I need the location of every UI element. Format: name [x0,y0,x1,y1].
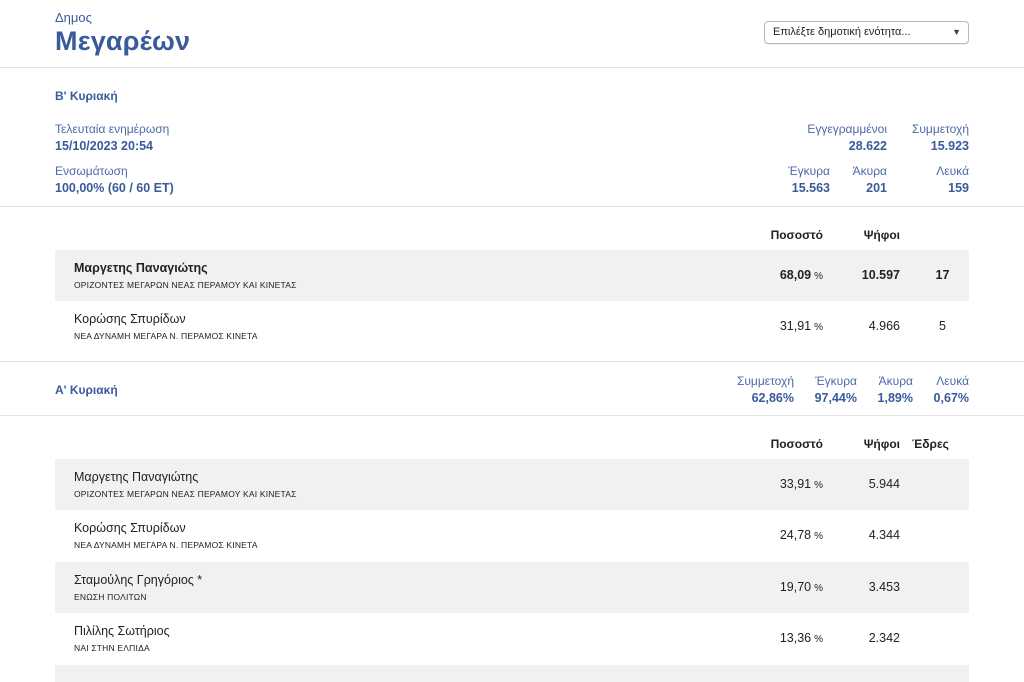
divider [0,206,1024,207]
round-a-turnout-label: Συμμετοχή [736,374,794,388]
round-a-col-percent: Ποσοστό [770,437,823,451]
round-a-invalid-value: 1,89% [877,391,913,405]
registered-label: Εγγεγραμμένοι [807,122,887,136]
round-a-blank-label: Λευκά [936,374,969,388]
candidate-percent: 19,70% [779,580,823,594]
candidate-percent: 13,36% [779,631,823,645]
candidate-votes: 4.966 [868,319,900,333]
candidate-party: ΝΑΙ ΣΤΗΝ ΕΛΠΙΔΑ [74,643,150,653]
table-row: Μαργετης Παναγιώτης ΟΡΙΖΟΝΤΕΣ ΜΕΓΑΡΩΝ ΝΕ… [55,459,969,510]
table-row: Σταμούλης Γρηγόριος * ΕΝΩΣΗ ΠΟΛΙΤΩΝ 19,7… [55,562,969,613]
candidate-party: ΕΝΩΣΗ ΠΟΛΙΤΩΝ [74,592,147,602]
candidate-party: ΝΕΑ ΔΥΝΑΜΗ ΜΕΓΑΡΑ Ν. ΠΕΡΑΜΟΣ ΚΙΝΕΤΑ [74,331,258,341]
turnout-value: 15.923 [930,139,969,153]
candidate-seats: 5 [939,319,946,333]
round-a-invalid-label: Άκυρα [878,374,913,388]
round-a-turnout-value: 62,86% [751,391,794,405]
table-row: Πιλίλης Σωτήριος ΝΑΙ ΣΤΗΝ ΕΛΠΙΔΑ 13,36% … [55,613,969,664]
divider [0,415,1024,416]
candidate-votes: 2.342 [868,631,900,645]
candidate-votes: 3.453 [868,580,900,594]
integration-label: Ενσωμάτωση [55,164,128,178]
table-row [55,665,969,682]
unit-select-value: Επιλέξτε δημοτική ενότητα... [773,26,911,38]
round-a-col-votes: Ψήφοι [863,437,900,451]
candidate-name: Κορώσης Σπυρίδων [74,312,186,326]
candidate-votes: 5.944 [868,477,900,491]
candidate-percent: 31,91% [779,319,823,333]
municipality-name-title: Μεγαρέων [55,26,191,56]
table-row: Μαργετης Παναγιώτης ΟΡΙΖΟΝΤΕΣ ΜΕΓΑΡΩΝ ΝΕ… [55,250,969,301]
table-row: Κορώσης Σπυρίδων ΝΕΑ ΔΥΝΑΜΗ ΜΕΓΑΡΑ Ν. ΠΕ… [55,510,969,561]
candidate-percent: 68,09% [779,268,823,282]
round-a-valid-label: Έγκυρα [815,374,857,388]
candidate-party: ΟΡΙΖΟΝΤΕΣ ΜΕΓΑΡΩΝ ΝΕΑΣ ΠΕΡΑΜΟΥ ΚΑΙ ΚΙΝΕΤ… [74,489,297,499]
invalid-value: 201 [866,181,887,195]
integration-value: 100,00% (60 / 60 ΕΤ) [55,181,174,195]
candidate-name: Σταμούλης Γρηγόριος * [74,573,203,587]
blank-value: 159 [948,181,969,195]
candidate-percent: 24,78% [779,528,823,542]
candidate-party: ΝΕΑ ΔΥΝΑΜΗ ΜΕΓΑΡΑ Ν. ΠΕΡΑΜΟΣ ΚΙΝΕΤΑ [74,540,258,550]
divider [0,67,1024,68]
last-update-value: 15/10/2023 20:54 [55,139,154,153]
candidate-name: Μαργετης Παναγιώτης [74,470,199,484]
candidate-percent: 33,91% [779,477,823,491]
candidate-party: ΟΡΙΖΟΝΤΕΣ ΜΕΓΑΡΩΝ ΝΕΑΣ ΠΕΡΑΜΟΥ ΚΑΙ ΚΙΝΕΤ… [74,280,297,290]
candidate-name: Πιλίλης Σωτήριος [74,624,170,638]
valid-value: 15.563 [791,181,830,195]
round-b-col-votes: Ψήφοι [863,228,900,242]
municipal-unit-select[interactable]: Επιλέξτε δημοτική ενότητα... ▼ [764,21,969,44]
invalid-label: Άκυρα [852,164,887,178]
candidate-name: Κορώσης Σπυρίδων [74,521,186,535]
table-row: Κορώσης Σπυρίδων ΝΕΑ ΔΥΝΑΜΗ ΜΕΓΑΡΑ Ν. ΠΕ… [55,301,969,352]
registered-value: 28.622 [848,139,887,153]
last-update-label: Τελευταία ενημέρωση [55,122,170,136]
round-a-blank-value: 0,67% [933,391,969,405]
turnout-label: Συμμετοχή [911,122,969,136]
candidate-name: Μαργετης Παναγιώτης [74,261,208,275]
round-a-title: Α' Κυριακή [55,383,118,397]
chevron-down-icon: ▼ [952,27,961,37]
round-a-valid-value: 97,44% [814,391,857,405]
divider [0,361,1024,362]
candidate-votes: 10.597 [861,268,900,282]
round-a-col-seats: Έδρες [912,437,949,451]
round-b-col-percent: Ποσοστό [770,228,823,242]
candidate-votes: 4.344 [868,528,900,542]
blank-label: Λευκά [936,164,969,178]
valid-label: Έγκυρα [788,164,830,178]
municipality-type-label: Δημος [55,10,92,25]
round-b-title: Β' Κυριακή [55,89,118,103]
candidate-seats: 17 [935,268,950,282]
